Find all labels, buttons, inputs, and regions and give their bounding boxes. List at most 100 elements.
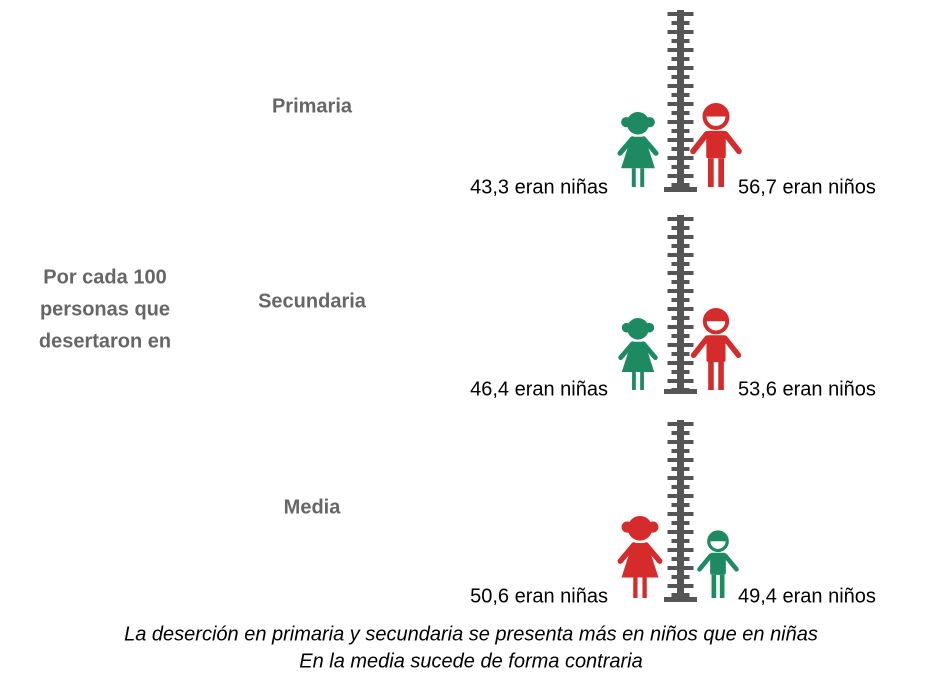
ruler-tick [667, 566, 694, 570]
ruler-base [664, 187, 697, 192]
ruler-tick [667, 307, 694, 311]
boy-leg [711, 574, 717, 598]
ruler-tick [667, 476, 694, 480]
ruler-tick [667, 494, 694, 498]
girl-leg [632, 372, 636, 390]
boy-leg [707, 158, 714, 187]
ruler-tick [667, 138, 694, 142]
girl-pigtail [647, 521, 659, 533]
girl-dress [621, 341, 655, 372]
ruler-tick [667, 584, 694, 588]
ruler-tick [667, 66, 694, 70]
ruler-tick [667, 271, 694, 275]
boy-torso [706, 130, 726, 159]
ruler-tick [667, 422, 694, 426]
ruler-tick [671, 57, 690, 61]
ruler-tick [667, 48, 694, 52]
ruler-tick [667, 440, 694, 444]
boys-label: 49,4 eran niños [738, 585, 876, 607]
ruler-tick [671, 129, 690, 133]
girl-icon [618, 318, 658, 390]
ruler-tick [667, 512, 694, 516]
intro-line: personas que [40, 298, 170, 320]
ruler-tick [671, 503, 690, 507]
ruler-tick [667, 253, 694, 257]
ruler-tick [671, 431, 690, 435]
boy-icon [690, 102, 742, 187]
level-label: Secundaria [258, 290, 367, 312]
girl-arms [617, 136, 659, 156]
intro-line: desertaron en [39, 330, 171, 352]
boy-arms [690, 335, 742, 358]
ruler-tick [667, 217, 694, 221]
girls-label: 50,6 eran niñas [470, 585, 608, 607]
ruler-tick [671, 244, 690, 248]
girl-pigtail [644, 322, 655, 333]
girls-label: 43,3 eran niñas [470, 176, 608, 198]
ruler-tick [671, 183, 690, 187]
ruler-pole [677, 10, 684, 192]
ruler-tick [671, 93, 690, 97]
ruler-tick [667, 84, 694, 88]
boys-label: 56,7 eran niños [738, 176, 876, 198]
ruler [664, 10, 697, 192]
girl-pigtail [621, 521, 633, 533]
ruler-tick [671, 370, 690, 374]
ruler-tick [671, 316, 690, 320]
ruler-tick [667, 343, 694, 347]
girl-dress [621, 543, 659, 578]
boy-hair [708, 532, 728, 542]
ruler-tick [671, 449, 690, 453]
ruler-tick [667, 120, 694, 124]
ruler-tick [667, 12, 694, 16]
ruler-tick [667, 102, 694, 106]
ruler-tick [671, 539, 690, 543]
boy-leg [718, 362, 724, 390]
ruler-tick [671, 557, 690, 561]
intro-line: Por cada 100 [43, 266, 166, 288]
boy-torso [710, 552, 726, 575]
ruler-tick [671, 467, 690, 471]
girl-icon [617, 112, 659, 187]
level-label: Media [284, 496, 342, 518]
boys-label: 53,6 eran niños [738, 378, 876, 400]
boy-icon [690, 308, 742, 390]
ruler-tick [671, 111, 690, 115]
boy-leg [719, 574, 725, 598]
ruler-tick [667, 289, 694, 293]
ruler-tick [671, 593, 690, 597]
boy-leg [708, 362, 714, 390]
girl-head [627, 516, 653, 541]
ruler-base [664, 597, 697, 602]
ruler-tick [671, 147, 690, 151]
ruler-tick [671, 75, 690, 79]
ruler-tick [667, 379, 694, 383]
ruler [664, 420, 697, 602]
ruler-pole [677, 215, 684, 394]
ruler-tick [671, 262, 690, 266]
ruler-pole [677, 420, 684, 602]
girl-head [627, 318, 649, 340]
ruler-tick [667, 235, 694, 239]
boy-hair [704, 310, 728, 322]
ruler-tick [667, 174, 694, 178]
boy-arms [697, 553, 739, 572]
girl-head [626, 112, 650, 135]
girls-label: 46,4 eran niñas [470, 378, 608, 400]
ruler-tick [667, 156, 694, 160]
girl-pigtail [621, 322, 632, 333]
girl-dress [621, 136, 655, 169]
girl-pigtail [621, 117, 632, 128]
ruler-tick [671, 280, 690, 284]
girl-leg [640, 168, 645, 187]
ruler-tick [667, 548, 694, 552]
ruler-tick [667, 530, 694, 534]
ruler-tick [671, 21, 690, 25]
girl-pigtail [644, 117, 655, 128]
boy-hair [704, 105, 728, 117]
girl-leg [633, 577, 638, 598]
level-label: Primaria [272, 95, 353, 117]
girl-arms [617, 542, 663, 564]
girl-icon [617, 516, 663, 598]
